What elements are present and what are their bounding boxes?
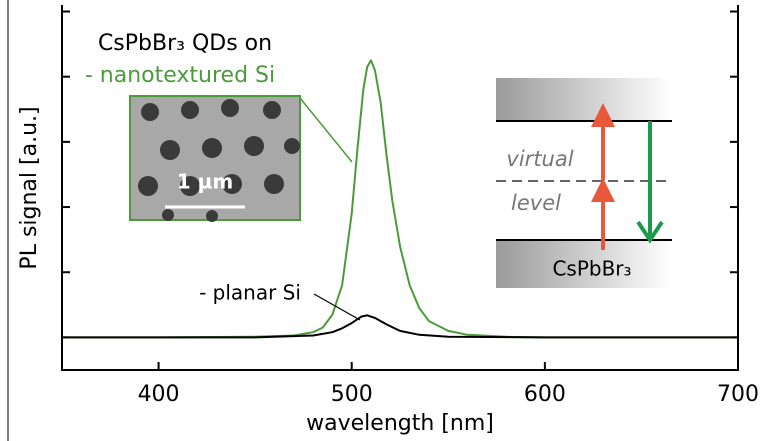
energy-diagram: virtual level CsPbBr₃ xyxy=(496,78,672,288)
diagram-label: CsPbBr₃ xyxy=(552,257,631,281)
x-tick-label: 700 xyxy=(717,382,759,407)
chart: 1 µm CsPbBr₃ QDs on - nanotextured Si - … xyxy=(0,0,763,441)
diagram-label: level xyxy=(511,191,561,215)
x-tick-label: 600 xyxy=(524,382,566,407)
series-line xyxy=(62,315,738,337)
series-label: - nanotextured Si xyxy=(85,63,275,88)
x-tick-label: 500 xyxy=(331,382,373,407)
series-label: - planar Si xyxy=(199,281,301,305)
x-tick-label: 400 xyxy=(138,382,180,407)
scale-bar-label: 1 µm xyxy=(177,170,233,194)
leader-line xyxy=(300,98,352,162)
y-axis-label: PL signal [a.u.] xyxy=(17,106,42,269)
diagram-label: virtual xyxy=(506,147,573,171)
x-axis-label: wavelength [nm] xyxy=(306,411,494,436)
annotation-title: CsPbBr₃ QDs on xyxy=(98,31,272,56)
sem-inset: 1 µm xyxy=(130,96,300,222)
